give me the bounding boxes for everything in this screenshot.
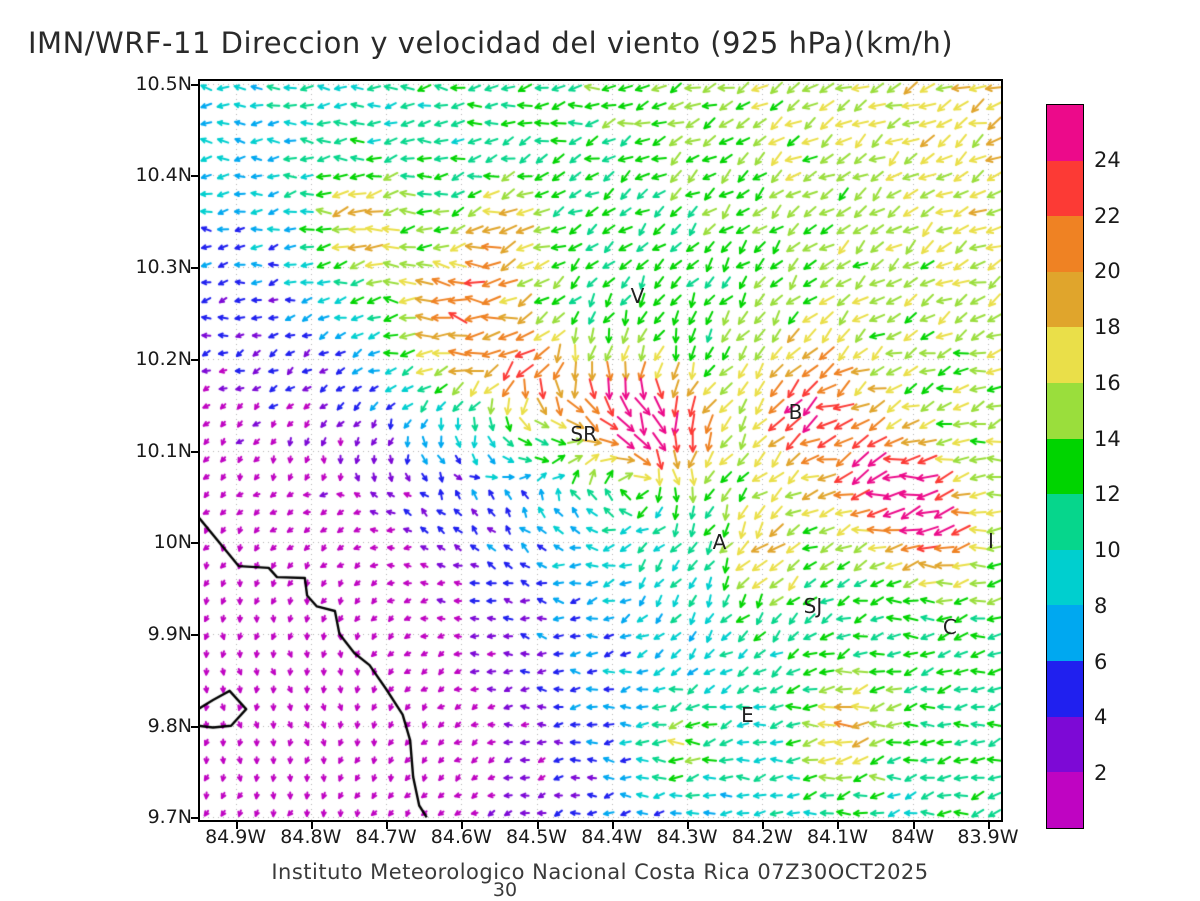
x-axis-tick-label: 84.7W — [355, 826, 417, 848]
colorbar-tick-label: 8 — [1094, 593, 1108, 618]
x-axis-tick-mark — [762, 822, 765, 829]
x-axis-tick-label: 84.2W — [731, 826, 793, 848]
y-axis-tick-mark — [191, 725, 198, 728]
y-axis-tick-label: 10N — [153, 531, 192, 554]
y-axis-tick-mark — [191, 83, 198, 86]
x-axis-tick-label: 84W — [891, 826, 935, 848]
station-label-i: I — [987, 529, 994, 554]
colorbar-band — [1047, 105, 1083, 161]
station-label-a: A — [712, 530, 727, 555]
y-axis-tick-mark — [191, 175, 198, 178]
x-axis-tick-label: 84.3W — [656, 826, 718, 848]
colorbar-tick-label: 2 — [1094, 761, 1108, 786]
x-axis-tick-mark — [912, 822, 915, 829]
y-axis-tick-label: 10.3N — [135, 256, 192, 279]
colorbar-band — [1047, 271, 1083, 328]
y-axis-tick-label: 9.8N — [147, 714, 192, 737]
x-axis-tick-label: 84.9W — [205, 826, 267, 848]
station-label-b: B — [788, 399, 803, 424]
colorbar-tick-label: 16 — [1094, 370, 1121, 395]
colorbar-band — [1047, 438, 1083, 495]
colorbar-band — [1047, 327, 1083, 384]
colorbar-tick-label: 22 — [1094, 203, 1121, 228]
colorbar-band — [1047, 605, 1083, 662]
station-label-c: C — [942, 614, 957, 639]
station-label-e: E — [741, 702, 754, 727]
x-axis-tick-mark — [235, 822, 238, 829]
y-axis-tick-label: 10.4N — [135, 164, 192, 187]
station-label-v: V — [630, 284, 645, 309]
colorbar-tick-label: 20 — [1094, 259, 1121, 284]
colorbar-band — [1047, 716, 1083, 773]
colorbar-band — [1047, 494, 1083, 550]
y-axis-tick-mark — [191, 267, 198, 270]
y-axis-tick-label: 10.1N — [135, 439, 192, 462]
station-label-sr: SR — [570, 421, 597, 446]
x-axis-tick-mark — [310, 822, 313, 829]
x-axis-tick-mark — [611, 822, 614, 829]
x-axis-tick-mark — [536, 822, 539, 829]
colorbar-band — [1047, 661, 1083, 717]
colorbar-tick-label: 24 — [1094, 147, 1121, 172]
x-axis-tick-label: 84.1W — [806, 826, 869, 848]
x-axis-tick-mark — [987, 822, 990, 829]
colorbar-band — [1047, 549, 1083, 606]
y-axis-tick-mark — [191, 817, 198, 820]
x-axis-tick-mark — [687, 822, 690, 829]
x-axis-tick-label: 84.6W — [430, 826, 492, 848]
y-axis-tick-mark — [191, 633, 198, 636]
y-axis-tick-label: 10.5N — [135, 72, 192, 95]
x-axis-tick-label: 84.4W — [581, 826, 643, 848]
colorbar-tick-label: 14 — [1094, 426, 1121, 451]
colorbar-tick-label: 12 — [1094, 482, 1121, 507]
plot-border — [198, 79, 1003, 822]
colorbar-tick-label: 10 — [1094, 538, 1121, 563]
colorbar-tick-label: 6 — [1094, 649, 1108, 674]
coastline — [198, 79, 1003, 822]
page-title: IMN/WRF-11 Direccion y velocidad del vie… — [28, 26, 954, 60]
y-axis-tick-label: 9.9N — [147, 622, 192, 645]
footer-overlap-text: 30 — [492, 879, 518, 901]
colorbar-tick-label: 18 — [1094, 315, 1121, 340]
x-axis-tick-label: 84.5W — [506, 826, 568, 848]
x-axis-tick-mark — [461, 822, 464, 829]
x-axis-tick-mark — [837, 822, 840, 829]
footer-text: Instituto Meteorologico Nacional Costa R… — [271, 860, 929, 884]
y-axis-tick-mark — [191, 542, 198, 545]
x-axis-tick-label: 84.8W — [280, 826, 342, 848]
colorbar — [1046, 104, 1084, 829]
colorbar-band — [1047, 383, 1083, 439]
station-labels: V SR B A SJ C E I — [198, 79, 1003, 822]
x-axis-tick-label: 83.9W — [957, 826, 1019, 848]
y-axis-tick-mark — [191, 358, 198, 361]
colorbar-band — [1047, 160, 1083, 217]
y-axis-tick-mark — [191, 450, 198, 453]
station-label-sj: SJ — [803, 594, 823, 619]
y-axis-tick-label: 9.7N — [147, 806, 192, 829]
x-axis-tick-mark — [386, 822, 389, 829]
colorbar-tick-label: 4 — [1094, 705, 1108, 730]
colorbar-band — [1047, 216, 1083, 272]
wind-map-plot: V SR B A SJ C E I — [198, 79, 1003, 822]
y-axis-tick-label: 10.2N — [135, 347, 192, 370]
colorbar-band — [1047, 772, 1083, 828]
